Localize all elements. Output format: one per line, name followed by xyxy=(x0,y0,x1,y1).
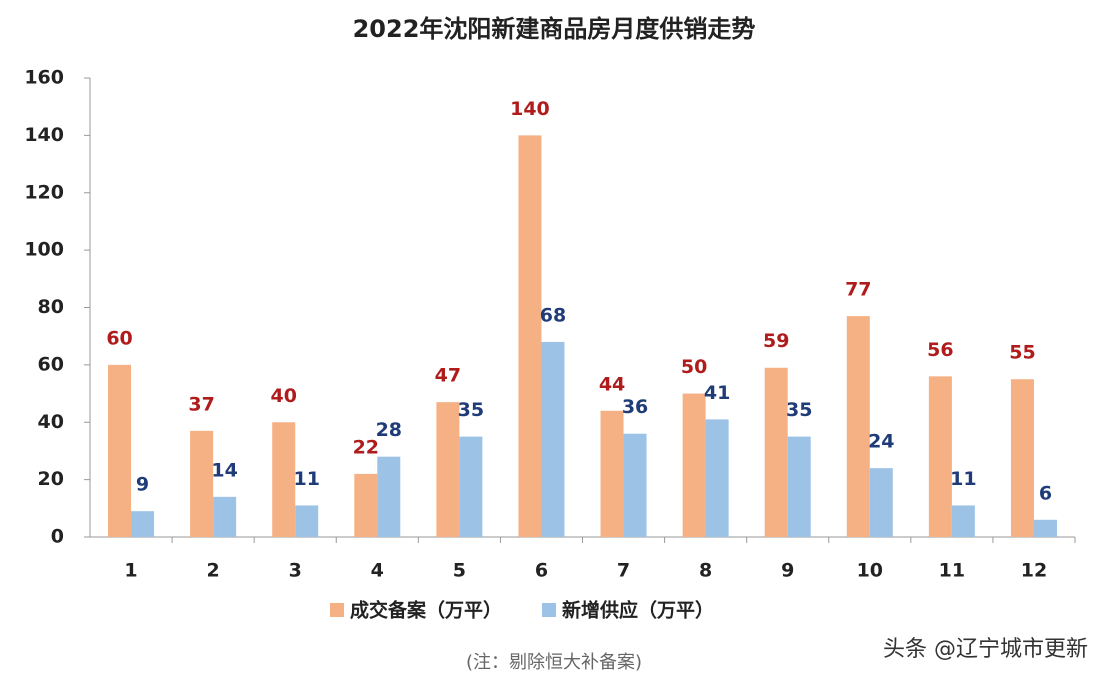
data-label: 36 xyxy=(622,396,648,418)
bar xyxy=(951,505,975,537)
data-label: 14 xyxy=(211,459,237,481)
x-tick-label: 4 xyxy=(371,560,384,582)
data-label: 28 xyxy=(376,419,402,441)
bar xyxy=(787,436,811,537)
x-tick-label: 12 xyxy=(1021,560,1047,582)
bar xyxy=(928,376,952,537)
bar xyxy=(354,473,378,537)
bar xyxy=(600,410,624,537)
note: (注：剔除恒大补备案) xyxy=(466,652,642,673)
bar xyxy=(541,341,565,537)
x-tick-label: 10 xyxy=(857,560,883,582)
bar xyxy=(377,456,401,537)
x-tick-label: 3 xyxy=(289,560,302,582)
x-tick-label: 7 xyxy=(617,560,630,582)
bar xyxy=(764,367,788,537)
y-tick-label: 40 xyxy=(38,411,64,433)
bar xyxy=(295,505,319,537)
legend-swatch xyxy=(330,603,344,617)
data-label: 50 xyxy=(681,356,707,378)
data-label: 24 xyxy=(868,431,894,453)
data-label: 37 xyxy=(188,393,214,415)
data-label: 68 xyxy=(540,304,566,326)
bar xyxy=(518,135,542,537)
y-tick-label: 100 xyxy=(24,239,64,261)
y-tick-label: 60 xyxy=(38,353,64,375)
data-label: 9 xyxy=(136,474,149,496)
bar xyxy=(213,496,237,537)
bar xyxy=(108,364,132,537)
data-label: 44 xyxy=(599,373,625,395)
bar xyxy=(682,393,706,537)
data-label: 35 xyxy=(458,399,484,421)
data-label: 6 xyxy=(1039,482,1052,504)
x-tick-label: 2 xyxy=(207,560,220,582)
data-label: 11 xyxy=(293,468,319,490)
legend-label: 新增供应（万平） xyxy=(562,599,714,622)
y-tick-label: 80 xyxy=(38,296,64,318)
bar xyxy=(190,430,214,537)
data-label: 55 xyxy=(1009,342,1035,364)
y-tick-label: 140 xyxy=(24,124,64,146)
data-label: 60 xyxy=(106,327,132,349)
bar xyxy=(131,511,155,537)
x-tick-label: 1 xyxy=(124,560,137,582)
legend-label: 成交备案（万平） xyxy=(350,599,502,622)
data-label: 35 xyxy=(786,399,812,421)
bar xyxy=(705,419,729,537)
data-label: 140 xyxy=(510,98,550,120)
bar xyxy=(272,422,296,537)
data-label: 59 xyxy=(763,330,789,352)
bar xyxy=(869,468,893,537)
bar xyxy=(846,316,870,537)
data-label: 22 xyxy=(353,436,379,458)
watermark: 头条 @辽宁城市更新 xyxy=(883,637,1088,662)
x-tick-label: 11 xyxy=(939,560,965,582)
x-tick-label: 6 xyxy=(535,560,548,582)
data-label: 11 xyxy=(950,468,976,490)
y-tick-label: 160 xyxy=(24,67,64,89)
x-tick-label: 8 xyxy=(699,560,712,582)
y-tick-label: 120 xyxy=(24,181,64,203)
bar xyxy=(436,402,460,537)
data-label: 41 xyxy=(704,382,730,404)
y-tick-label: 0 xyxy=(51,526,64,548)
legend-swatch xyxy=(542,603,557,617)
bar xyxy=(1033,519,1057,537)
bar xyxy=(1010,379,1034,537)
y-tick-label: 20 xyxy=(38,468,64,490)
data-label: 47 xyxy=(435,365,461,387)
x-tick-label: 5 xyxy=(453,560,466,582)
chart-title: 2022年沈阳新建商品房月度供销走势 xyxy=(353,15,756,43)
data-label: 56 xyxy=(927,339,953,361)
bar xyxy=(623,433,647,537)
x-tick-label: 9 xyxy=(781,560,794,582)
bar xyxy=(459,436,483,537)
data-label: 40 xyxy=(270,385,296,407)
data-label: 77 xyxy=(845,279,871,301)
